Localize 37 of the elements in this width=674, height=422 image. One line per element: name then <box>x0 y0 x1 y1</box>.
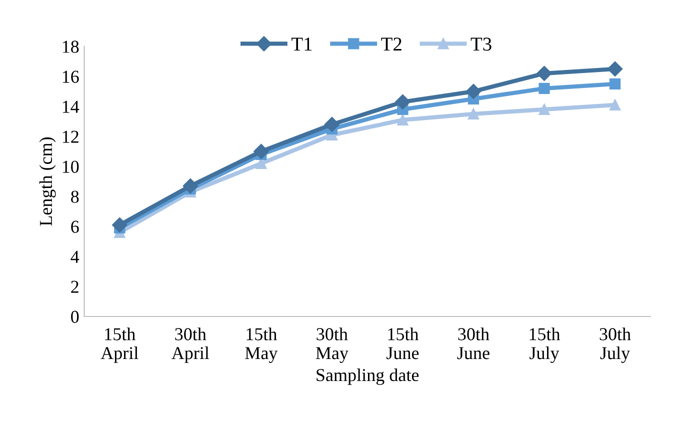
point <box>397 114 408 126</box>
y-tick-label: 10 <box>62 160 79 173</box>
y-tick-label: 14 <box>62 100 80 113</box>
point <box>112 217 128 233</box>
point <box>609 78 621 90</box>
point <box>538 104 550 115</box>
x-tick-label: 30th April <box>172 328 210 363</box>
y-tick-label: 4 <box>70 250 80 263</box>
x-tick-label: 30th May <box>316 328 348 363</box>
point <box>607 61 623 76</box>
y-tick-label: 2 <box>71 280 78 293</box>
x-tick-label: 15th July <box>530 328 560 363</box>
x-tick-label: 30th July <box>600 328 631 363</box>
point <box>324 116 340 132</box>
y-tick-label: 16 <box>62 70 79 83</box>
y-tick-label: 18 <box>62 40 79 53</box>
point <box>468 108 480 120</box>
point <box>466 84 482 100</box>
y-tick-label: 0 <box>71 310 79 323</box>
point <box>536 66 552 81</box>
y-axis-title: Length (cm) <box>39 137 56 226</box>
y-tick-label: 12 <box>62 130 78 143</box>
y-tick-label: 6 <box>71 220 79 233</box>
x-tick-label: 30th June <box>457 328 490 360</box>
legend-label: T3 <box>470 38 492 51</box>
point <box>254 144 269 160</box>
point <box>538 82 550 94</box>
point <box>395 94 410 110</box>
legend-label: T2 <box>381 38 402 51</box>
x-axis-title: Sampling date <box>316 368 419 385</box>
x-tick-label: 15th May <box>245 328 278 363</box>
y-tick-label: 8 <box>71 190 79 203</box>
point <box>609 99 621 110</box>
x-tick-label: 15th April <box>100 328 138 363</box>
legend-label: T1 <box>292 38 312 51</box>
x-tick-label: 15th June <box>386 328 419 360</box>
point <box>182 178 198 194</box>
